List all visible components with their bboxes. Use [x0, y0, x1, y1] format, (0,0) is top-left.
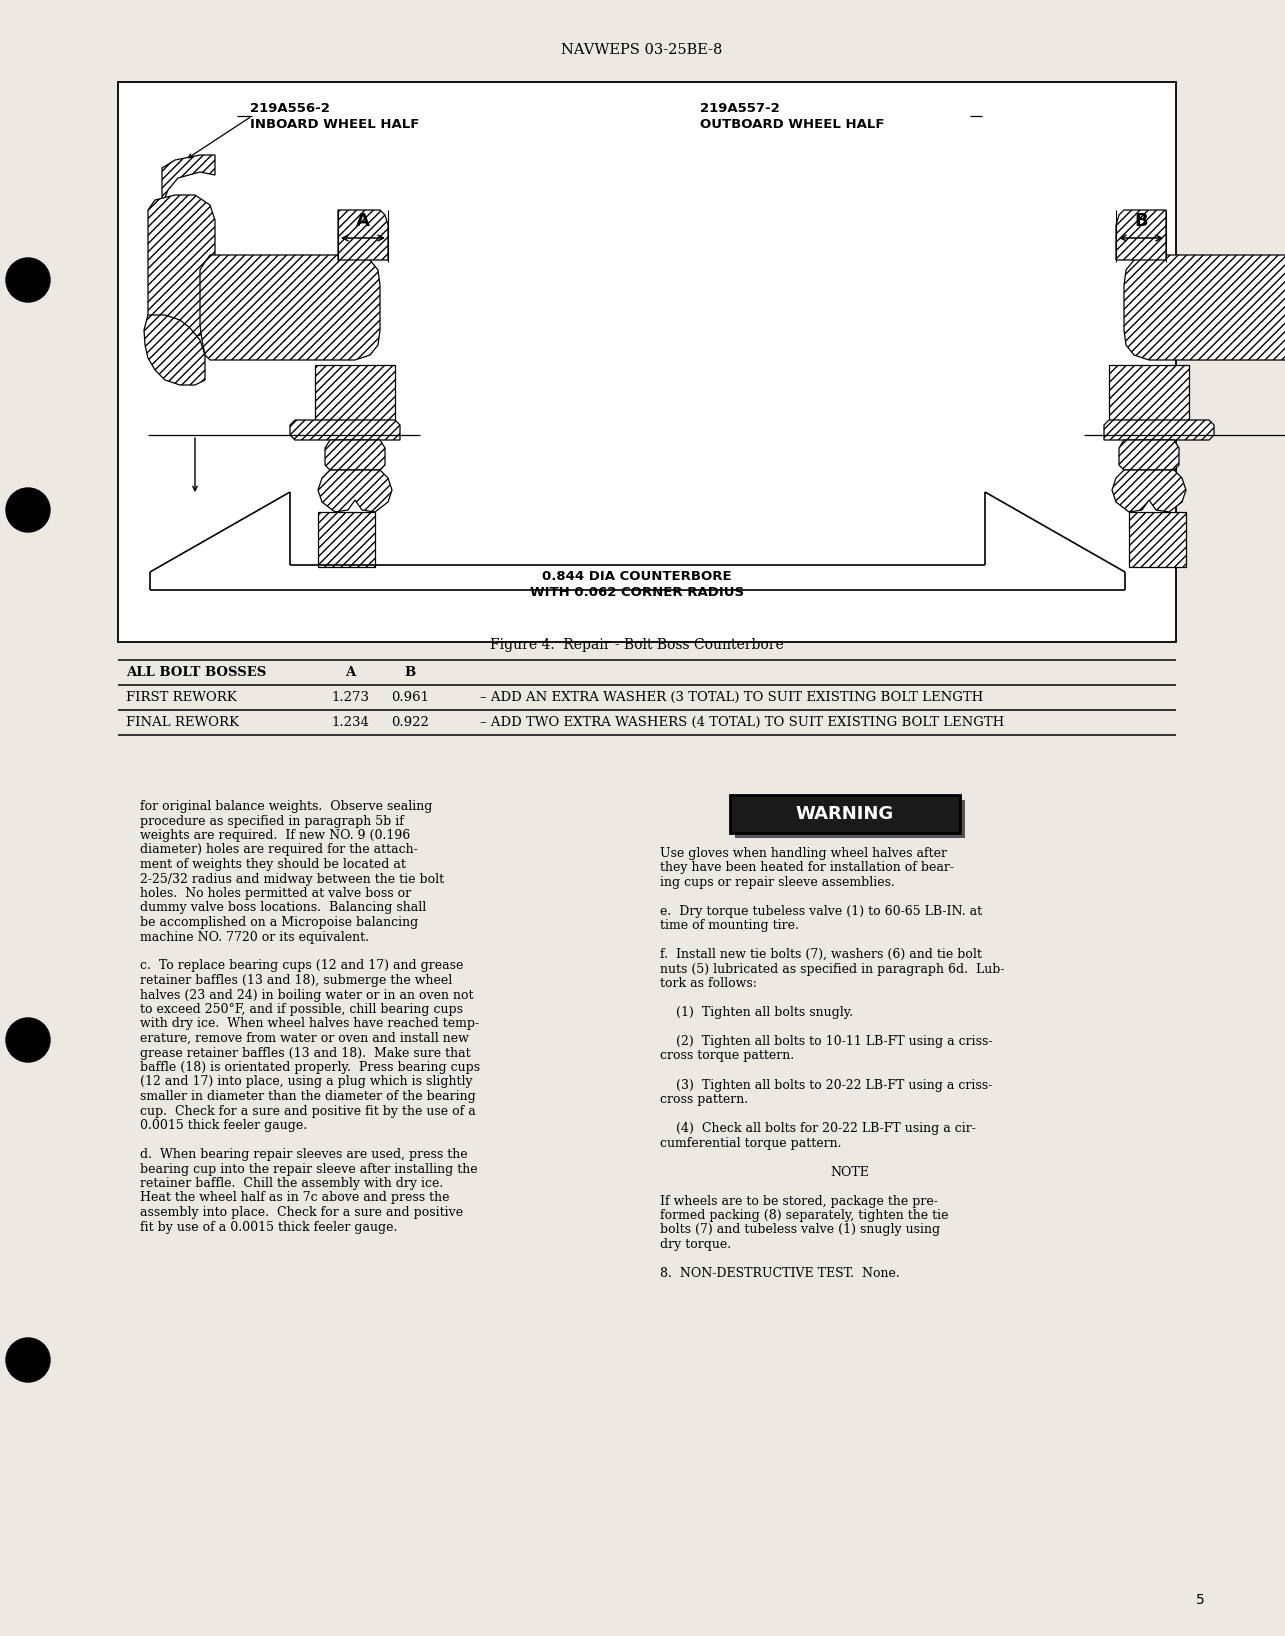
Polygon shape	[317, 470, 392, 512]
Text: B: B	[1135, 213, 1148, 231]
Text: (4)  Check all bolts for 20-22 LB-FT using a cir-: (4) Check all bolts for 20-22 LB-FT usin…	[660, 1122, 975, 1135]
Text: bearing cup into the repair sleeve after installing the: bearing cup into the repair sleeve after…	[140, 1163, 478, 1176]
Text: c.  To replace bearing cups (12 and 17) and grease: c. To replace bearing cups (12 and 17) a…	[140, 959, 464, 972]
Text: 219A556-2: 219A556-2	[251, 101, 330, 115]
Text: nuts (5) lubricated as specified in paragraph 6d.  Lub-: nuts (5) lubricated as specified in para…	[660, 962, 1005, 975]
Text: Figure 4.  Repair - Bolt Boss Counterbore: Figure 4. Repair - Bolt Boss Counterbore	[490, 638, 784, 653]
Polygon shape	[144, 316, 206, 384]
Polygon shape	[162, 155, 215, 204]
Text: baffle (18) is orientated properly.  Press bearing cups: baffle (18) is orientated properly. Pres…	[140, 1062, 481, 1073]
Polygon shape	[1104, 420, 1214, 440]
Text: 8.  NON-DESTRUCTIVE TEST.  None.: 8. NON-DESTRUCTIVE TEST. None.	[660, 1266, 900, 1279]
Text: NAVWEPS 03-25BE-8: NAVWEPS 03-25BE-8	[562, 43, 722, 57]
Text: OUTBOARD WHEEL HALF: OUTBOARD WHEEL HALF	[700, 118, 884, 131]
Text: retainer baffles (13 and 18), submerge the wheel: retainer baffles (13 and 18), submerge t…	[140, 973, 452, 987]
Text: grease retainer baffles (13 and 18).  Make sure that: grease retainer baffles (13 and 18). Mak…	[140, 1047, 470, 1060]
Text: WARNING: WARNING	[795, 805, 894, 823]
Text: cumferential torque pattern.: cumferential torque pattern.	[660, 1137, 842, 1150]
Text: they have been heated for installation of bear-: they have been heated for installation o…	[660, 862, 953, 875]
Text: ing cups or repair sleeve assemblies.: ing cups or repair sleeve assemblies.	[660, 875, 894, 888]
Text: fit by use of a 0.0015 thick feeler gauge.: fit by use of a 0.0015 thick feeler gaug…	[140, 1220, 397, 1234]
Bar	[735, 800, 965, 838]
Polygon shape	[1119, 440, 1180, 470]
Bar	[317, 512, 375, 568]
Text: 0.844 DIA COUNTERBORE: 0.844 DIA COUNTERBORE	[542, 571, 732, 584]
Text: NOTE: NOTE	[830, 1165, 870, 1178]
Text: (12 and 17) into place, using a plug which is slightly: (12 and 17) into place, using a plug whi…	[140, 1075, 473, 1088]
Text: assembly into place.  Check for a sure and positive: assembly into place. Check for a sure an…	[140, 1206, 463, 1219]
Text: with dry ice.  When wheel halves have reached temp-: with dry ice. When wheel halves have rea…	[140, 1018, 479, 1031]
Text: e.  Dry torque tubeless valve (1) to 60-65 LB-IN. at: e. Dry torque tubeless valve (1) to 60-6…	[660, 905, 982, 918]
Circle shape	[6, 258, 50, 303]
Text: be accomplished on a Micropoise balancing: be accomplished on a Micropoise balancin…	[140, 916, 418, 929]
Text: (3)  Tighten all bolts to 20-22 LB-FT using a criss-: (3) Tighten all bolts to 20-22 LB-FT usi…	[660, 1078, 992, 1091]
Text: Heat the wheel half as in 7c above and press the: Heat the wheel half as in 7c above and p…	[140, 1191, 450, 1204]
Text: dummy valve boss locations.  Balancing shall: dummy valve boss locations. Balancing sh…	[140, 901, 427, 915]
Text: A: A	[356, 213, 370, 231]
Text: – ADD TWO EXTRA WASHERS (4 TOTAL) TO SUIT EXISTING BOLT LENGTH: – ADD TWO EXTRA WASHERS (4 TOTAL) TO SUI…	[481, 717, 1005, 730]
Text: halves (23 and 24) in boiling water or in an oven not: halves (23 and 24) in boiling water or i…	[140, 988, 473, 1001]
Text: ALL BOLT BOSSES: ALL BOLT BOSSES	[126, 666, 266, 679]
Text: 2-25/32 radius and midway between the tie bolt: 2-25/32 radius and midway between the ti…	[140, 872, 445, 885]
Text: INBOARD WHEEL HALF: INBOARD WHEEL HALF	[251, 118, 419, 131]
Text: diameter) holes are required for the attach-: diameter) holes are required for the att…	[140, 844, 418, 857]
Text: tork as follows:: tork as follows:	[660, 977, 757, 990]
Text: machine NO. 7720 or its equivalent.: machine NO. 7720 or its equivalent.	[140, 931, 369, 944]
Text: 1.273: 1.273	[332, 690, 369, 703]
Circle shape	[6, 488, 50, 532]
Text: cup.  Check for a sure and positive fit by the use of a: cup. Check for a sure and positive fit b…	[140, 1104, 475, 1117]
Text: for original balance weights.  Observe sealing: for original balance weights. Observe se…	[140, 800, 432, 813]
Text: 0.961: 0.961	[391, 690, 429, 703]
Bar	[315, 365, 394, 420]
Text: d.  When bearing repair sleeves are used, press the: d. When bearing repair sleeves are used,…	[140, 1148, 468, 1162]
Text: 0.922: 0.922	[391, 717, 429, 730]
Text: retainer baffle.  Chill the assembly with dry ice.: retainer baffle. Chill the assembly with…	[140, 1176, 443, 1189]
Text: time of mounting tire.: time of mounting tire.	[660, 919, 799, 933]
Text: 219A557-2: 219A557-2	[700, 101, 780, 115]
Text: FINAL REWORK: FINAL REWORK	[126, 717, 239, 730]
Text: smaller in diameter than the diameter of the bearing: smaller in diameter than the diameter of…	[140, 1090, 475, 1103]
Text: cross pattern.: cross pattern.	[660, 1093, 748, 1106]
Text: to exceed 250°F, and if possible, chill bearing cups: to exceed 250°F, and if possible, chill …	[140, 1003, 463, 1016]
Text: procedure as specified in paragraph 5b if: procedure as specified in paragraph 5b i…	[140, 815, 403, 828]
Text: bolts (7) and tubeless valve (1) snugly using: bolts (7) and tubeless valve (1) snugly …	[660, 1224, 941, 1237]
Polygon shape	[1112, 470, 1186, 512]
Text: (1)  Tighten all bolts snugly.: (1) Tighten all bolts snugly.	[660, 1006, 853, 1019]
Polygon shape	[148, 195, 215, 342]
Text: weights are required.  If new NO. 9 (0.196: weights are required. If new NO. 9 (0.19…	[140, 829, 410, 843]
Text: (2)  Tighten all bolts to 10-11 LB-FT using a criss-: (2) Tighten all bolts to 10-11 LB-FT usi…	[660, 1036, 992, 1049]
Text: ment of weights they should be located at: ment of weights they should be located a…	[140, 857, 406, 870]
Text: Use gloves when handling wheel halves after: Use gloves when handling wheel halves af…	[660, 847, 947, 861]
Text: 1.234: 1.234	[332, 717, 369, 730]
Text: holes.  No holes permitted at valve boss or: holes. No holes permitted at valve boss …	[140, 887, 411, 900]
Text: WITH 0.062 CORNER RADIUS: WITH 0.062 CORNER RADIUS	[529, 586, 744, 599]
Text: cross torque pattern.: cross torque pattern.	[660, 1050, 794, 1062]
Polygon shape	[1124, 255, 1285, 360]
Circle shape	[6, 1338, 50, 1382]
Text: If wheels are to be stored, package the pre-: If wheels are to be stored, package the …	[660, 1194, 938, 1207]
Polygon shape	[1115, 209, 1165, 260]
Text: A: A	[344, 666, 355, 679]
Polygon shape	[325, 440, 386, 470]
Text: erature, remove from water or oven and install new: erature, remove from water or oven and i…	[140, 1032, 469, 1045]
Text: 5: 5	[1195, 1593, 1204, 1607]
Text: – ADD AN EXTRA WASHER (3 TOTAL) TO SUIT EXISTING BOLT LENGTH: – ADD AN EXTRA WASHER (3 TOTAL) TO SUIT …	[481, 690, 983, 703]
Text: f.  Install new tie bolts (7), washers (6) and tie bolt: f. Install new tie bolts (7), washers (6…	[660, 947, 982, 960]
Circle shape	[6, 1018, 50, 1062]
Bar	[118, 82, 1176, 641]
Polygon shape	[200, 255, 380, 360]
Text: FIRST REWORK: FIRST REWORK	[126, 690, 236, 703]
Text: formed packing (8) separately, tighten the tie: formed packing (8) separately, tighten t…	[660, 1209, 948, 1222]
Bar	[1130, 512, 1186, 568]
Text: B: B	[405, 666, 415, 679]
Polygon shape	[290, 420, 400, 440]
Bar	[1109, 365, 1189, 420]
Text: 0.0015 thick feeler gauge.: 0.0015 thick feeler gauge.	[140, 1119, 307, 1132]
Polygon shape	[338, 209, 388, 260]
Text: dry torque.: dry torque.	[660, 1238, 731, 1252]
Bar	[730, 795, 960, 833]
